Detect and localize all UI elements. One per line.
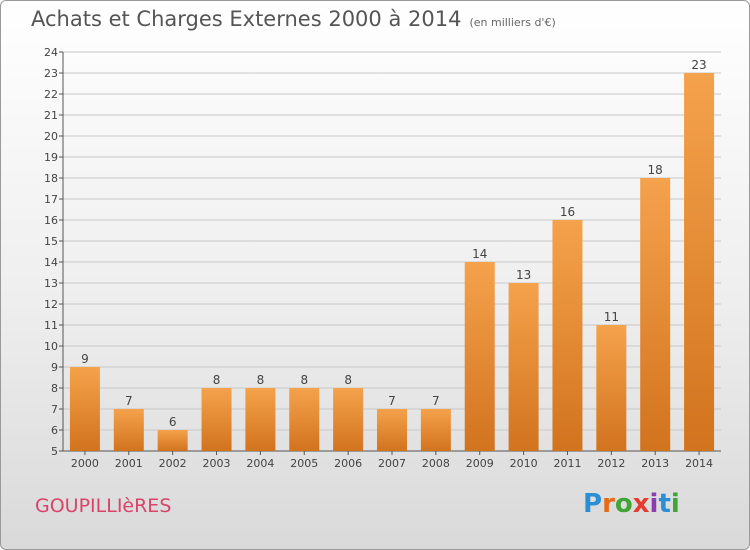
chart-subtitle: (en milliers d'€) [469,16,556,29]
y-tick-label: 15 [44,235,58,248]
y-tick-label: 6 [51,424,58,437]
data-label: 8 [344,373,352,387]
y-tick-label: 5 [51,445,58,458]
chart-title-text: Achats et Charges Externes 2000 à 2014 [31,7,462,31]
x-tick-label: 2000 [71,457,99,470]
bar [640,178,671,451]
bar [552,220,583,451]
data-label: 7 [125,394,133,408]
y-tick-label: 23 [44,67,58,80]
data-label: 9 [81,352,89,366]
x-tick-label: 2011 [553,457,581,470]
logo-letter: t [658,489,671,519]
x-tick-label: 2005 [290,457,318,470]
y-tick-label: 16 [44,214,58,227]
y-tick-label: 7 [51,403,58,416]
x-tick-label: 2003 [203,457,231,470]
bar [464,262,495,451]
y-tick-label: 13 [44,277,58,290]
data-label: 8 [300,373,308,387]
x-tick-label: 2008 [422,457,450,470]
bar [113,409,144,451]
bar [377,409,407,451]
y-tick-label: 18 [44,172,58,185]
x-tick-label: 2010 [510,457,538,470]
y-tick-label: 8 [51,382,58,395]
bar [684,73,715,451]
logo-letter: i [670,489,680,519]
x-tick-label: 2013 [641,457,669,470]
x-tick-label: 2007 [378,457,406,470]
y-tick-label: 19 [44,151,58,164]
x-tick-label: 2012 [597,457,625,470]
data-label: 8 [257,373,265,387]
y-tick-label: 24 [44,46,58,59]
chart-title: Achats et Charges Externes 2000 à 2014 (e… [31,7,556,31]
x-tick-label: 2004 [246,457,274,470]
bar [289,388,320,451]
x-tick-label: 2009 [466,457,494,470]
y-tick-label: 11 [44,319,58,332]
y-tick-label: 10 [44,340,58,353]
data-label: 6 [169,415,177,429]
x-tick-label: 2002 [159,457,187,470]
commune-name: GOUPILLIèRES [35,495,172,517]
y-tick-label: 9 [51,361,58,374]
proxiti-logo: Proxiti [583,489,680,519]
bar [420,409,451,451]
data-label: 11 [604,310,619,324]
data-label: 23 [691,58,706,72]
x-tick-label: 2014 [685,457,713,470]
logo-letter: x [632,489,650,519]
bar [69,367,100,451]
logo-letter: i [649,489,659,519]
y-tick-label: 12 [44,298,58,311]
bar [201,388,232,451]
y-tick-label: 14 [44,256,58,269]
logo-letter: P [583,489,603,519]
y-tick-label: 21 [44,109,58,122]
bar [596,325,627,451]
data-label: 16 [560,205,575,219]
x-tick-label: 2006 [334,457,362,470]
data-label: 14 [472,247,487,261]
y-tick-label: 20 [44,130,58,143]
bar [333,388,364,451]
bar [245,388,276,451]
bar [508,283,539,451]
data-label: 7 [432,394,440,408]
data-label: 8 [213,373,221,387]
data-label: 18 [648,163,663,177]
y-tick-label: 22 [44,88,58,101]
logo-letter: r [602,489,615,519]
bar [157,430,188,451]
y-tick-label: 17 [44,193,58,206]
data-label: 13 [516,268,531,282]
data-label: 7 [388,394,396,408]
logo-letter: o [614,489,633,519]
x-tick-label: 2001 [115,457,143,470]
